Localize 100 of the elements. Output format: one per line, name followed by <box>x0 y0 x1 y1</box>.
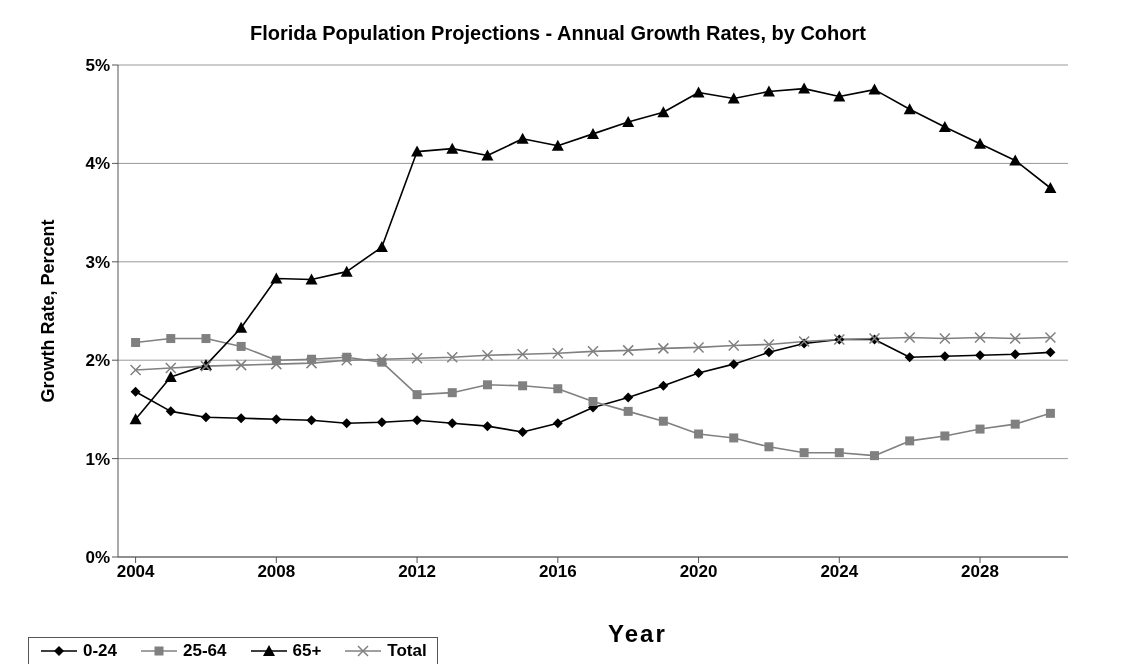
point <box>975 424 985 434</box>
point <box>553 384 563 394</box>
point <box>516 348 529 361</box>
point <box>764 442 774 452</box>
point <box>1045 408 1055 418</box>
point <box>905 436 915 446</box>
legend-label: Total <box>387 641 427 661</box>
point <box>482 380 492 390</box>
point <box>1045 347 1056 358</box>
y-tick-label: 4% <box>85 154 110 174</box>
legend-label: 0-24 <box>83 641 118 661</box>
point <box>587 127 599 139</box>
point <box>340 354 353 366</box>
point <box>376 353 388 365</box>
point <box>516 132 529 144</box>
x-tick-label: 2012 <box>398 562 436 582</box>
point <box>165 406 176 417</box>
point <box>481 349 494 362</box>
point <box>729 433 739 443</box>
chart-title: Florida Population Projections - Annual Growth Rates, by Cohort <box>249 21 867 45</box>
point <box>517 427 528 438</box>
point <box>412 390 422 400</box>
point <box>129 413 142 425</box>
point <box>446 351 459 363</box>
x-tick-label: 2008 <box>257 562 296 582</box>
point <box>622 344 634 357</box>
point <box>446 142 459 154</box>
point <box>131 337 141 347</box>
point <box>235 359 247 371</box>
x-tick-label: 2020 <box>679 562 718 582</box>
point <box>518 381 528 391</box>
point <box>904 352 915 363</box>
point <box>657 342 670 355</box>
point <box>903 103 916 115</box>
legend-label: 65+ <box>292 641 322 661</box>
point <box>975 350 986 361</box>
point <box>376 417 387 428</box>
point <box>412 415 423 426</box>
point <box>939 351 950 362</box>
y-tick-label: 2% <box>85 351 110 371</box>
point <box>833 90 846 102</box>
point <box>411 145 424 157</box>
point <box>728 359 739 370</box>
point <box>165 362 177 374</box>
point <box>658 416 668 426</box>
point <box>341 418 352 429</box>
point <box>1009 154 1022 166</box>
point <box>551 139 564 151</box>
point <box>1009 332 1021 345</box>
point <box>939 332 951 345</box>
point <box>200 412 211 423</box>
point <box>236 413 247 424</box>
point <box>762 85 775 97</box>
point <box>271 414 282 425</box>
point <box>236 341 246 351</box>
point <box>340 265 353 277</box>
point <box>974 331 986 344</box>
point <box>1044 182 1057 193</box>
point <box>657 106 670 118</box>
y-tick-label: 1% <box>85 449 110 469</box>
point <box>201 334 211 344</box>
point <box>622 116 635 128</box>
point <box>658 380 669 391</box>
point <box>727 92 740 104</box>
point <box>763 347 774 358</box>
point <box>130 386 141 397</box>
y-tick-label: 0% <box>85 548 110 568</box>
point <box>1010 419 1020 429</box>
point <box>482 421 493 432</box>
point <box>552 347 564 360</box>
legend-label: 25-64 <box>183 641 227 661</box>
point <box>903 331 916 344</box>
point <box>306 415 317 426</box>
y-tick-label: 5% <box>85 56 110 76</box>
point <box>692 86 705 98</box>
point <box>587 345 599 358</box>
point <box>938 120 951 132</box>
point <box>940 431 950 441</box>
point <box>974 137 987 149</box>
point <box>447 418 458 429</box>
y-tick-label: 3% <box>85 252 110 272</box>
point <box>164 370 177 382</box>
y-axis-title: Growth Rate, Percent <box>38 219 59 403</box>
point <box>798 82 811 94</box>
x-tick-label: 2028 <box>961 562 999 582</box>
point <box>692 341 705 354</box>
point <box>799 448 809 458</box>
point <box>552 418 563 429</box>
point <box>727 339 740 352</box>
point <box>763 338 775 351</box>
point <box>129 364 142 376</box>
point <box>235 321 248 333</box>
point <box>623 406 633 416</box>
point <box>623 392 634 403</box>
x-axis-title: Year <box>608 620 667 648</box>
point <box>694 429 704 439</box>
point <box>1010 349 1021 360</box>
point <box>869 451 879 461</box>
point <box>693 367 704 378</box>
point <box>588 397 598 407</box>
